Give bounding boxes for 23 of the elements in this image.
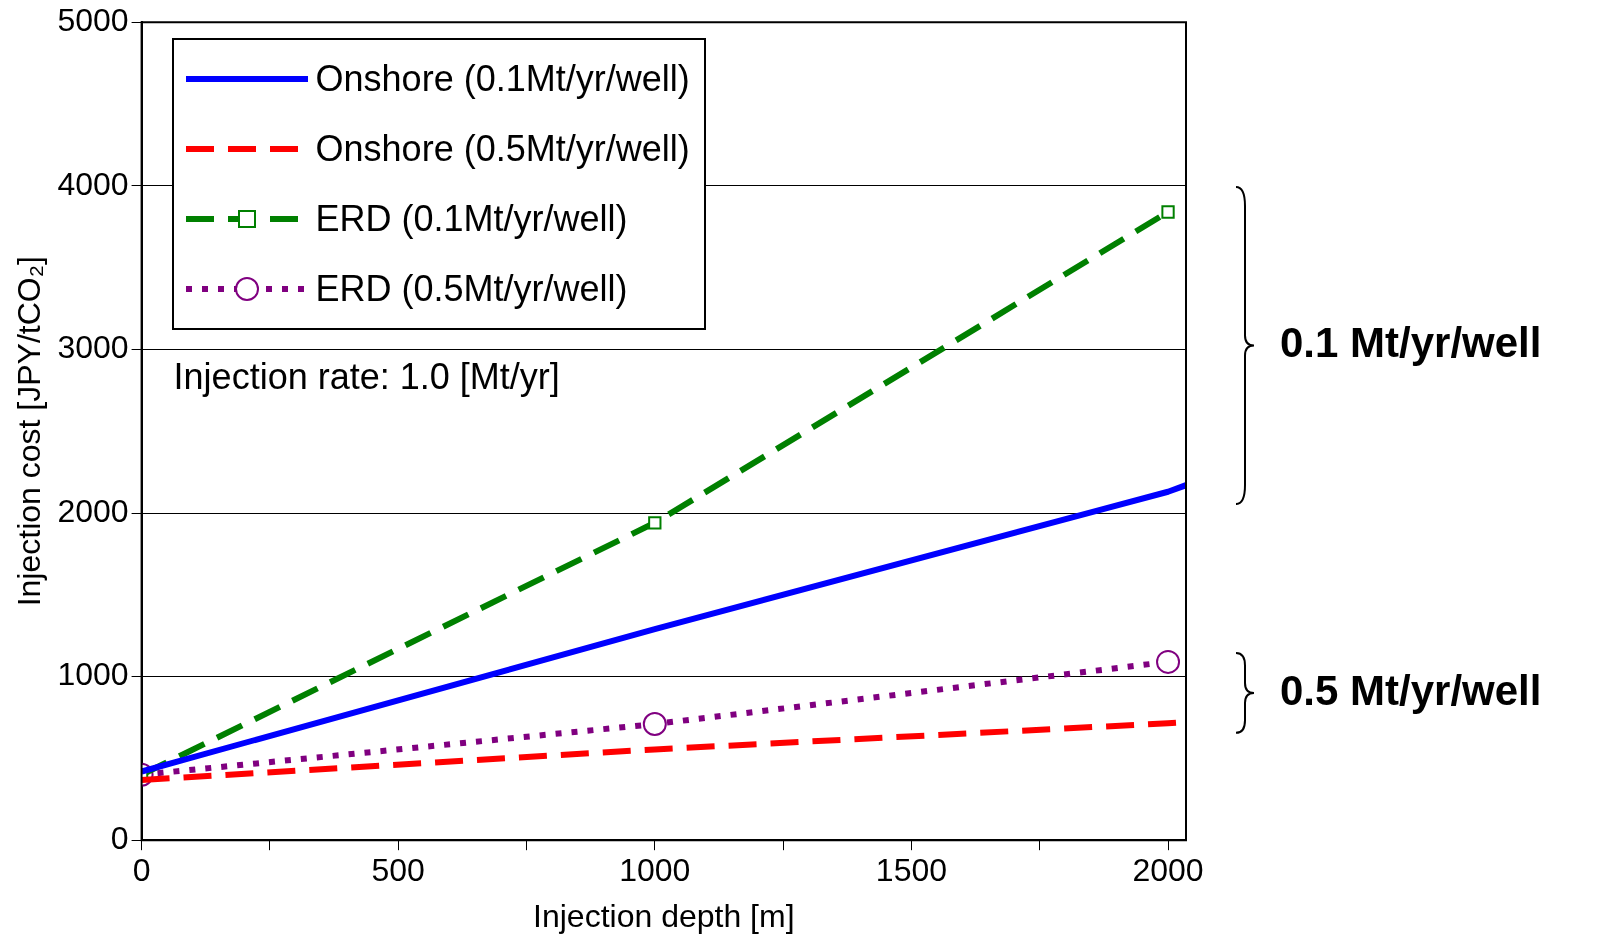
y-tick-label: 4000 <box>57 165 129 202</box>
x-tick-label: 2000 <box>1132 852 1204 889</box>
legend-label: ERD (0.5Mt/yr/well) <box>315 268 628 311</box>
legend-label: Onshore (0.1Mt/yr/well) <box>315 58 690 101</box>
point <box>648 516 662 530</box>
y-tick-label: 0 <box>110 820 129 857</box>
y-axis-title: Injection cost [JPY/tCO₂] <box>11 256 48 607</box>
y-tick-label: 3000 <box>57 329 129 366</box>
y-tick-label: 5000 <box>57 2 129 39</box>
legend-label: Onshore (0.5Mt/yr/well) <box>315 128 690 171</box>
legend-label: ERD (0.1Mt/yr/well) <box>315 198 628 241</box>
text: 0.1 Mt/yr/well <box>1280 319 1542 368</box>
x-tick-label: 500 <box>371 852 425 889</box>
x-tick-label: 1000 <box>619 852 691 889</box>
annotation: Injection rate: 1.0 [Mt/yr] <box>173 356 560 398</box>
point <box>642 712 667 737</box>
y-tick-label: 1000 <box>57 656 129 693</box>
x-axis-title: Injection depth [m] <box>533 897 795 934</box>
x-tick-label: 1500 <box>875 852 948 889</box>
text: 0.5 Mt/yr/well <box>1280 666 1542 715</box>
y-tick-label: 2000 <box>57 492 129 529</box>
point <box>1161 205 1175 219</box>
point <box>1156 649 1181 674</box>
